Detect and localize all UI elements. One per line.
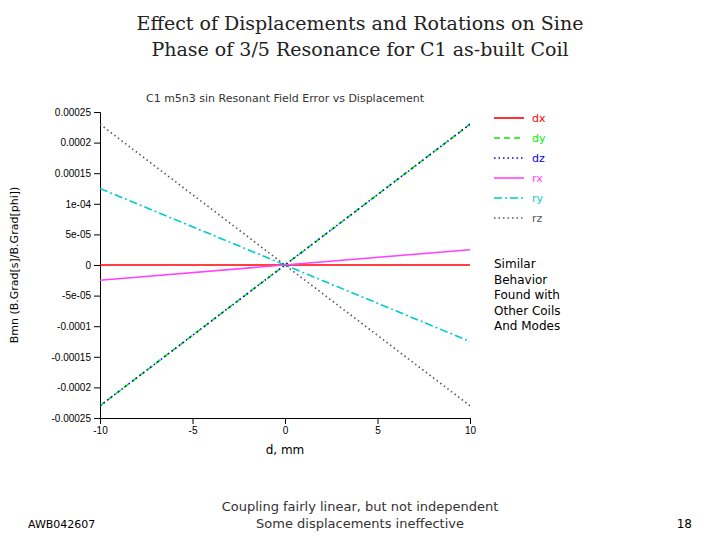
y-tick: 0.00025 — [55, 107, 100, 118]
y-tick-mark — [94, 357, 100, 358]
y-tick-label: 0 — [85, 260, 91, 271]
y-tick-label: -0.00015 — [52, 352, 92, 363]
page-title: Effect of Displacements and Rotations on… — [137, 12, 584, 34]
text-line: Found with — [494, 288, 560, 302]
page-title: Phase of 3/5 Resonance for C1 as-built C… — [151, 38, 568, 60]
series-line — [100, 250, 470, 281]
series-line — [100, 189, 470, 342]
text-line: Similar — [494, 257, 536, 271]
chart: Effect of Displacements and Rotations on… — [0, 0, 720, 540]
legend-label: rz — [532, 212, 543, 225]
x-axis-line — [101, 419, 471, 425]
x-tick: 10 — [465, 418, 477, 436]
legend-label: dz — [532, 152, 545, 165]
annotation: Similar BehaviorFound with Other CoilsAnd … — [494, 257, 561, 333]
text-line: Coupling fairly linear, but not independ… — [222, 499, 499, 514]
y-tick: 5e-05 — [65, 229, 100, 240]
x-tick-label: 5 — [375, 425, 381, 436]
y-tick-label: 0.0002 — [60, 137, 91, 148]
y-axis-title: Bmn (B.Grad[s]/B.Grad[phi]) — [8, 187, 21, 344]
y-axis-line — [94, 113, 101, 419]
legend-swatch — [494, 137, 524, 139]
y-tick-label: -5e-05 — [62, 290, 91, 301]
y-tick-mark — [94, 296, 100, 297]
x-tick-mark — [193, 418, 194, 424]
x-tick-mark — [285, 418, 286, 424]
y-axis: -0.00025 -0.0002 -0.00015 -0.0001 -5e-05 0 5e-… — [52, 107, 101, 424]
x-tick-mark — [470, 418, 471, 424]
x-tick-label: -10 — [93, 425, 108, 436]
x-tick: -5 — [189, 418, 198, 436]
legend-item: ry — [494, 192, 544, 205]
chart-title: C1 m5n3 sin Resonant Field Error vs Disp… — [146, 92, 425, 105]
legend-swatch — [494, 117, 524, 119]
y-tick: -0.0002 — [57, 382, 100, 393]
legend-label: rx — [532, 172, 543, 185]
y-tick: -0.00025 — [52, 413, 100, 424]
legend-item: dx — [494, 112, 546, 125]
y-tick: 0 — [85, 260, 100, 271]
legend-swatch — [494, 197, 524, 199]
plot-area — [100, 124, 470, 406]
y-tick: -0.0001 — [57, 321, 100, 332]
y-tick: -0.00015 — [52, 352, 100, 363]
x-tick: 5 — [375, 418, 381, 436]
y-tick-label: 0.00025 — [55, 107, 92, 118]
x-axis: -10 -5 0 5 10 — [93, 418, 476, 436]
x-tick-label: 0 — [283, 425, 289, 436]
y-tick-mark — [94, 173, 100, 174]
y-tick-mark — [94, 143, 100, 144]
text-line: And Modes — [494, 319, 560, 333]
legend-label: dy — [532, 132, 546, 145]
legend-item: dz — [494, 152, 545, 165]
x-axis-title: d, mm — [266, 443, 305, 457]
y-tick-label: 0.00015 — [55, 168, 92, 179]
series-line — [100, 124, 470, 406]
footer-left: AWB042607 — [28, 518, 95, 531]
y-tick: -5e-05 — [62, 290, 100, 301]
text-line: Some displacements ineffective — [256, 516, 464, 531]
y-tick: 1e-04 — [65, 199, 100, 210]
y-tick-mark — [94, 418, 100, 419]
x-tick-mark — [378, 418, 379, 424]
y-tick-label: -0.00025 — [52, 413, 92, 424]
y-tick-mark — [94, 265, 100, 266]
legend-swatch — [494, 177, 524, 179]
legend-label: dx — [532, 112, 546, 125]
legend-swatch — [494, 217, 524, 219]
y-tick: 0.00015 — [55, 168, 100, 179]
y-tick-label: -0.0002 — [57, 382, 91, 393]
series-line — [100, 124, 470, 406]
y-tick-mark — [94, 112, 100, 113]
y-tick: 0.0002 — [60, 137, 100, 148]
x-tick: -10 — [93, 418, 108, 436]
x-tick-label: 10 — [465, 425, 477, 436]
legend: dx dy dz rx ry rz — [494, 112, 546, 225]
y-tick-mark — [94, 326, 100, 327]
y-tick-mark — [94, 234, 100, 235]
legend-item: dy — [494, 132, 546, 145]
series-line — [100, 124, 470, 406]
text-line: Behavior — [494, 273, 547, 287]
y-tick-label: 1e-04 — [65, 199, 91, 210]
legend-item: rx — [494, 172, 543, 185]
legend-swatch — [494, 157, 524, 159]
legend-item: rz — [494, 212, 543, 225]
x-tick: 0 — [283, 418, 289, 436]
legend-label: ry — [532, 192, 544, 205]
footer-center: Coupling fairly linear, but not independ… — [222, 499, 499, 531]
text-line: Other Coils — [494, 304, 561, 318]
y-tick-label: 5e-05 — [65, 229, 91, 240]
y-tick-label: -0.0001 — [57, 321, 91, 332]
y-tick-mark — [94, 204, 100, 205]
y-tick-mark — [94, 387, 100, 388]
footer-right: 18 — [677, 517, 692, 531]
x-tick-label: -5 — [189, 425, 198, 436]
